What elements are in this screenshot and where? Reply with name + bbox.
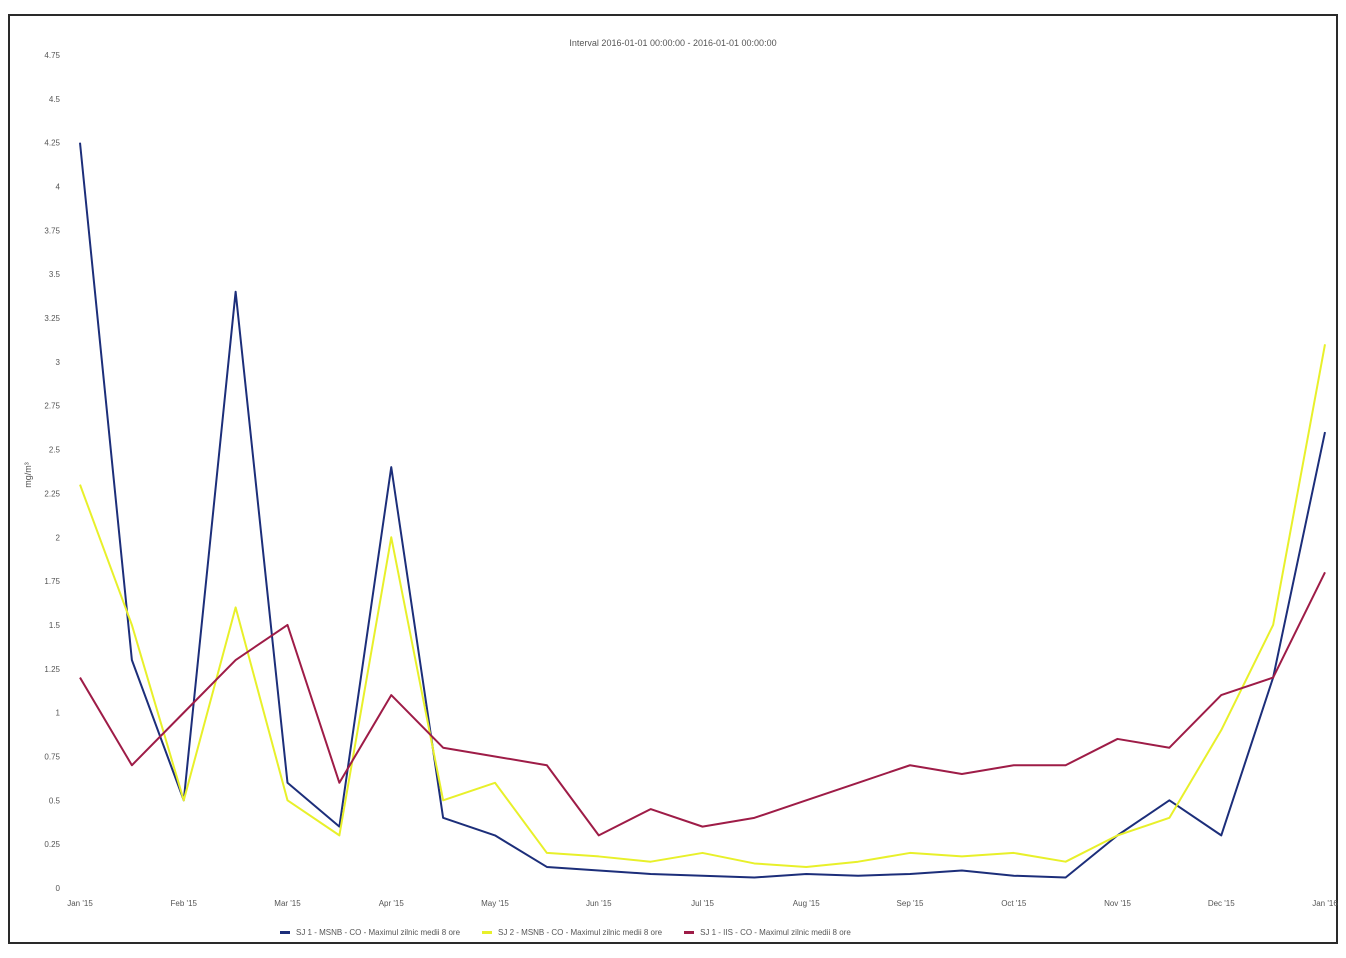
series-line-3 xyxy=(79,571,1326,837)
legend-item-series-3: SJ 1 - IIS - CO - Maximul zilnic medii 8… xyxy=(684,928,851,937)
y-tick-label: 1.25 xyxy=(44,665,60,674)
y-tick-label: 2.5 xyxy=(49,446,61,455)
y-tick-label: 3.25 xyxy=(44,314,60,323)
y-tick-label: 2.25 xyxy=(44,489,60,498)
x-tick-label: Sep '15 xyxy=(897,899,924,908)
x-tick-label: Apr '15 xyxy=(379,899,405,908)
chart-title: Interval 2016-01-01 00:00:00 - 2016-01-0… xyxy=(569,38,777,48)
x-tick-label: Jul '15 xyxy=(691,899,714,908)
x-tick-label: May '15 xyxy=(481,899,509,908)
legend-label-series-2: SJ 2 - MSNB - CO - Maximul zilnic medii … xyxy=(498,928,663,937)
y-tick-label: 1.75 xyxy=(44,577,60,586)
y-tick-label: 1.5 xyxy=(49,621,61,630)
y-tick-label: 0.25 xyxy=(44,840,60,849)
y-tick-label: 2.75 xyxy=(44,402,60,411)
x-tick-label: Aug '15 xyxy=(793,899,820,908)
y-tick-label: 3 xyxy=(56,358,61,367)
x-tick-label: Jun '15 xyxy=(586,899,612,908)
y-tick-label: 4.25 xyxy=(44,139,60,148)
chart-frame xyxy=(8,14,1338,944)
y-tick-label: 2 xyxy=(56,533,61,542)
x-tick-label: Jan '15 xyxy=(67,899,93,908)
legend-item-series-2: SJ 2 - MSNB - CO - Maximul zilnic medii … xyxy=(482,928,662,937)
y-tick-label: 0 xyxy=(56,884,61,893)
y-tick-label: 1 xyxy=(56,709,61,718)
x-tick-label: Nov '15 xyxy=(1104,899,1131,908)
y-tick-label: 4.75 xyxy=(44,51,60,60)
legend-item-series-1: SJ 1 - MSNB - CO - Maximul zilnic medii … xyxy=(280,928,460,937)
x-tick-label: Oct '15 xyxy=(1001,899,1027,908)
series-line-1 xyxy=(79,142,1326,879)
x-tick-label: Jan '16 xyxy=(1312,899,1338,908)
x-tick-label: Mar '15 xyxy=(274,899,301,908)
y-tick-label: 4.5 xyxy=(49,95,61,104)
legend: SJ 1 - MSNB - CO - Maximul zilnic medii … xyxy=(280,928,851,937)
x-tick-label: Feb '15 xyxy=(171,899,198,908)
y-tick-label: 0.5 xyxy=(49,796,61,805)
legend-swatch-series-3 xyxy=(684,931,695,934)
y-tick-label: 3.5 xyxy=(49,270,61,279)
y-tick-label: 3.75 xyxy=(44,226,60,235)
series-line-2 xyxy=(79,344,1326,868)
legend-swatch-series-2 xyxy=(482,931,493,934)
y-tick-label: 0.75 xyxy=(44,752,60,761)
y-tick-label: 4 xyxy=(56,183,61,192)
legend-label-series-3: SJ 1 - IIS - CO - Maximul zilnic medii 8… xyxy=(700,928,851,937)
legend-label-series-1: SJ 1 - MSNB - CO - Maximul zilnic medii … xyxy=(296,928,461,937)
x-tick-label: Dec '15 xyxy=(1208,899,1235,908)
legend-swatch-series-1 xyxy=(280,931,290,934)
